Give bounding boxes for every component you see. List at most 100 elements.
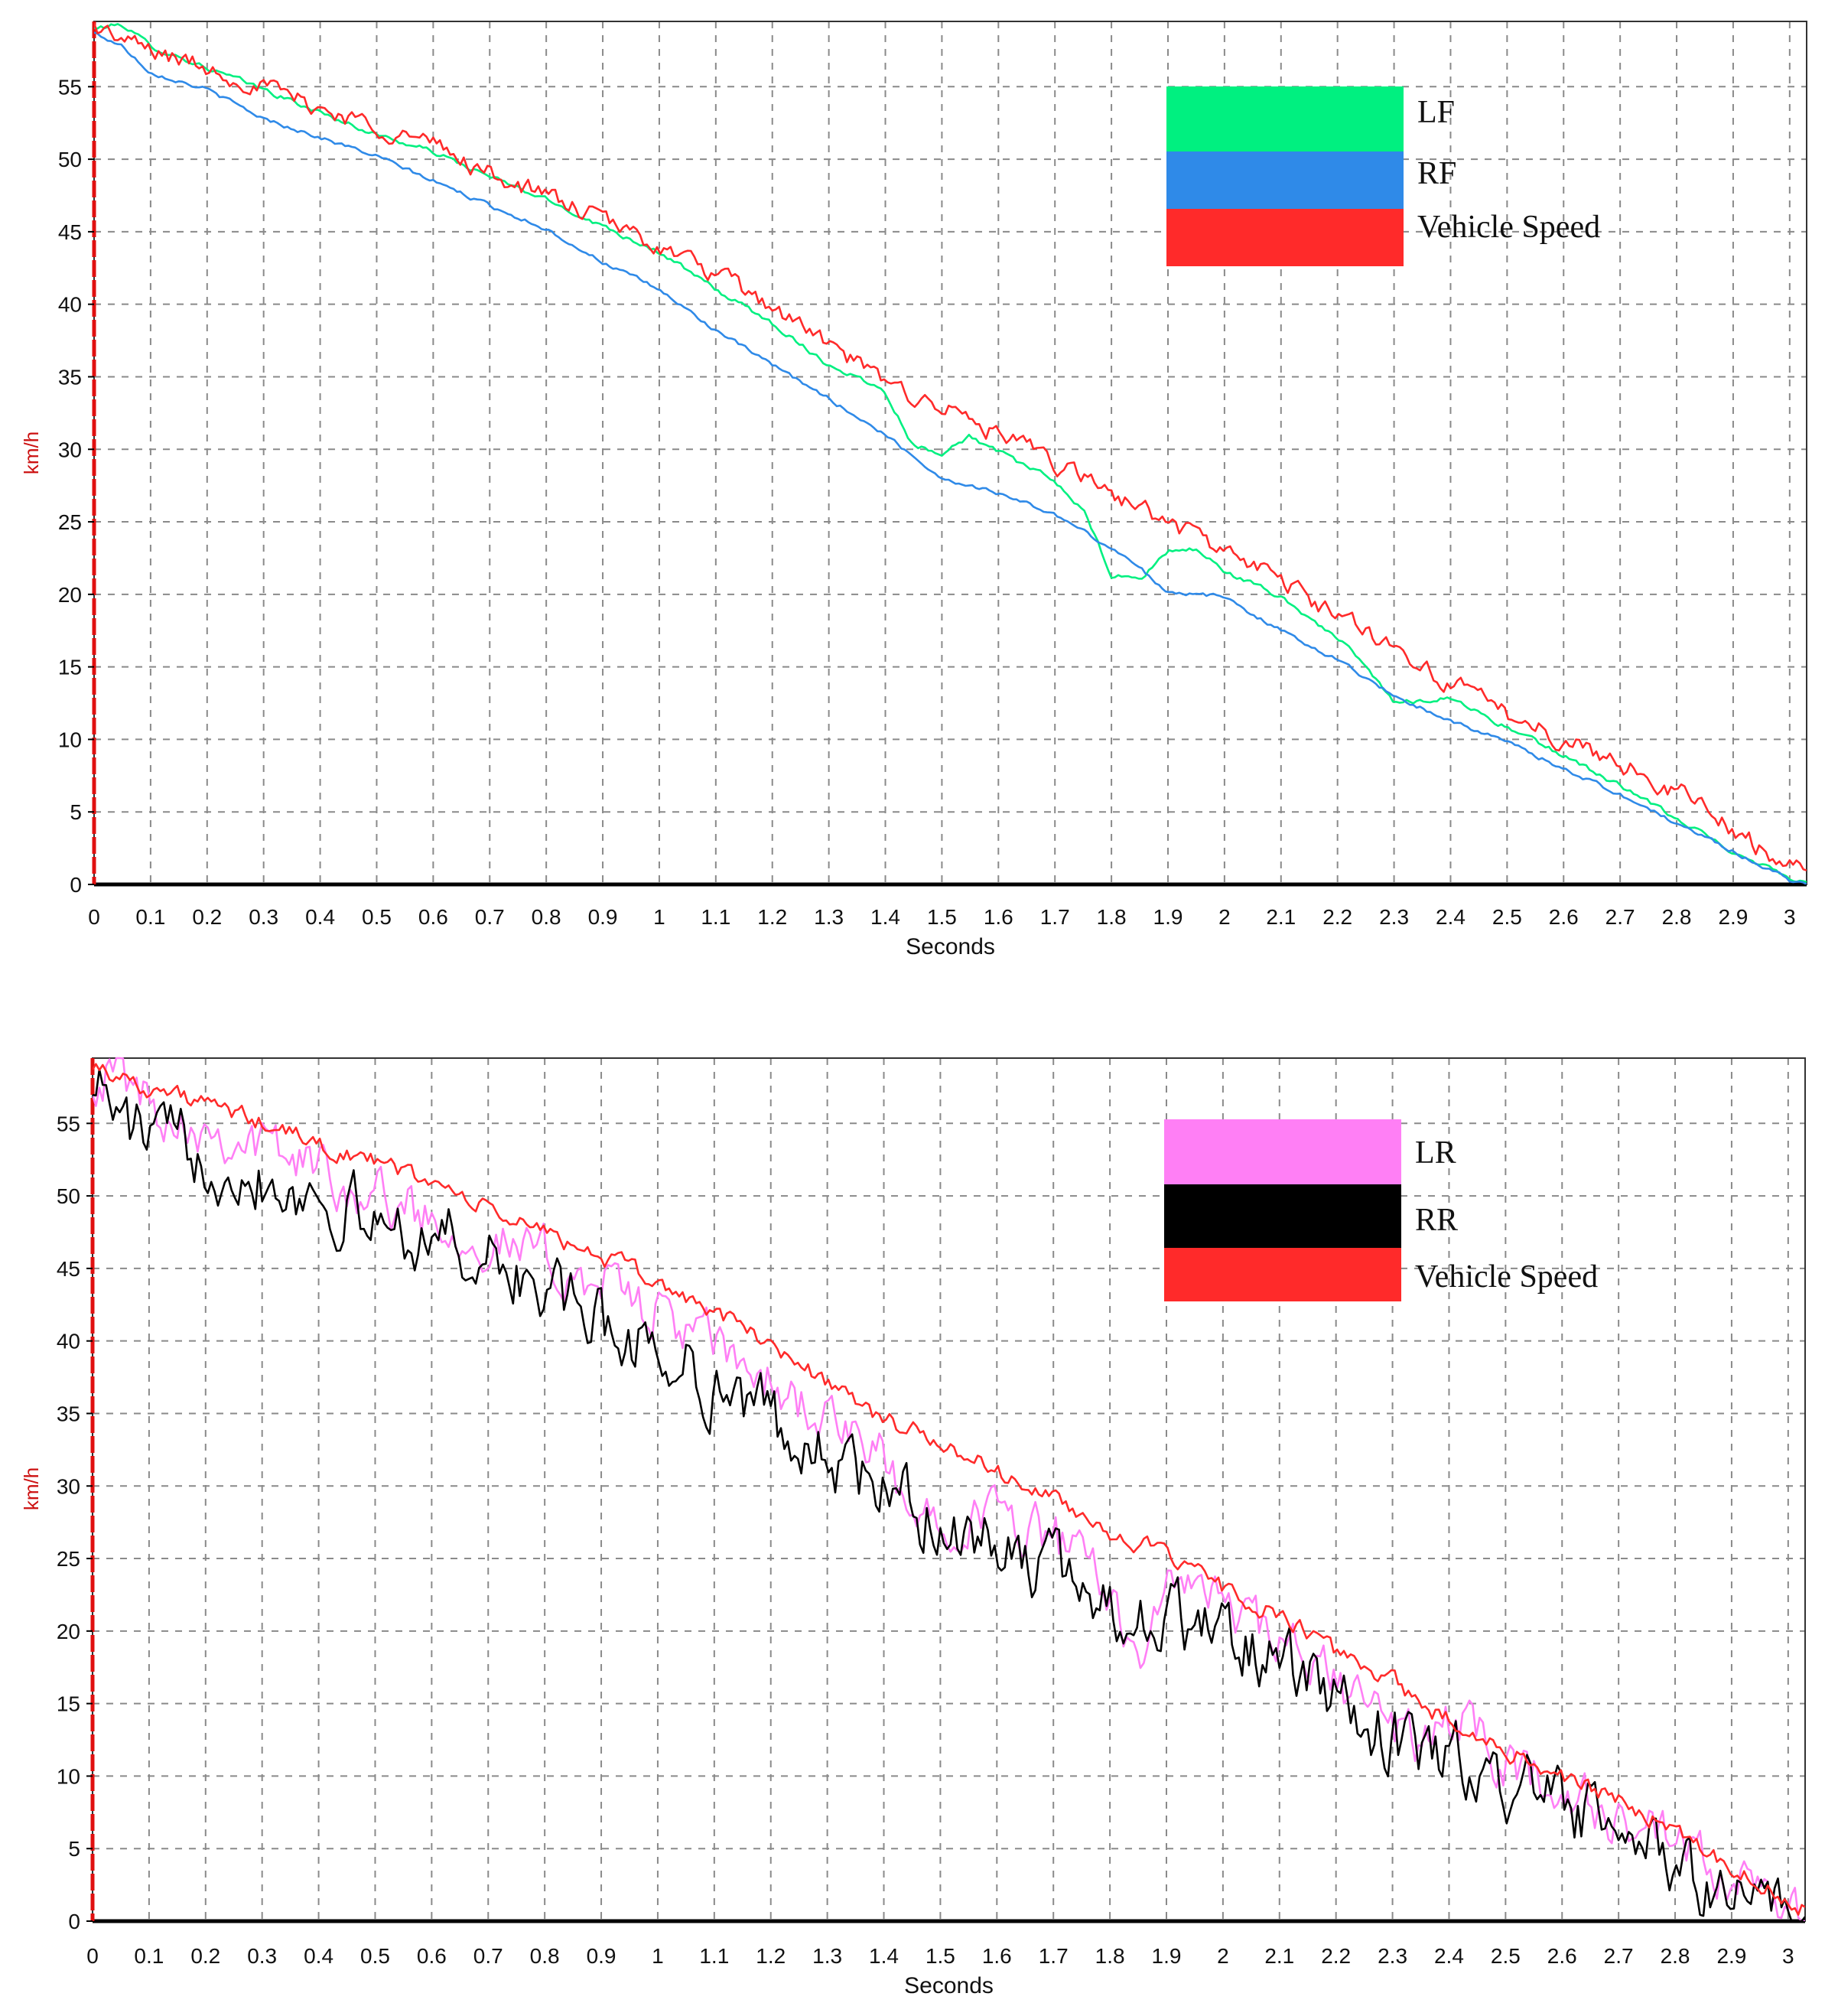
x-tick-label: 1: [652, 1944, 664, 1968]
y-tick-label: 10: [58, 728, 82, 751]
y-tick-label: 40: [58, 293, 82, 317]
x-tick-label: 2: [1217, 1944, 1229, 1968]
x-tick-label: 2.7: [1604, 1944, 1634, 1968]
x-tick-label: 1.5: [926, 1944, 955, 1968]
y-tick-label: 40: [57, 1330, 80, 1353]
x-axis-label: Seconds: [906, 934, 995, 959]
x-tick-label: 3: [1784, 905, 1796, 929]
x-tick-label: 0.1: [135, 905, 165, 929]
series-line-vehicle-speed: [93, 1063, 1805, 1916]
x-tick-label: 1.7: [1039, 1944, 1069, 1968]
legend-label: RF: [1417, 156, 1456, 191]
legend-swatch-rr: [1164, 1184, 1401, 1248]
plot-area: [93, 1058, 1805, 1921]
x-tick-label: 1.7: [1040, 905, 1070, 929]
x-tick-label: 1.3: [812, 1944, 842, 1968]
x-axis-label: Seconds: [904, 1973, 994, 1998]
legend-label: Vehicle Speed: [1415, 1259, 1598, 1295]
x-tick-label: 2.7: [1605, 905, 1635, 929]
x-tick-label: 2.9: [1716, 1944, 1746, 1968]
series-line-rf: [94, 31, 1807, 884]
x-tick-label: 0.3: [247, 1944, 277, 1968]
x-tick-label: 1.1: [699, 1944, 729, 1968]
series-line-lf: [94, 23, 1807, 884]
x-tick-label: 2.8: [1661, 1944, 1690, 1968]
y-tick-label: 25: [57, 1547, 80, 1571]
x-tick-label: 1.9: [1153, 905, 1183, 929]
series-line-vehicle-speed: [94, 22, 1807, 871]
legend-swatch-rf: [1166, 151, 1404, 209]
legend-swatch-vehicle-speed: [1166, 209, 1404, 266]
y-axis-label: km/h: [20, 432, 43, 474]
y-tick-label: 20: [58, 583, 82, 607]
x-tick-label: 0.5: [360, 1944, 390, 1968]
y-tick-label: 5: [70, 800, 82, 824]
x-tick-label: 0.1: [134, 1944, 164, 1968]
x-tick-label: 0.9: [588, 905, 618, 929]
y-tick-label: 45: [57, 1257, 80, 1281]
chart-top-svg: 0 5 10 15 20 25 30 35 40 45 50 55 0 0.1 0.2 0.3 0.4 0.5 0.…: [20, 21, 1807, 959]
x-tick-label: 2.2: [1322, 905, 1352, 929]
y-axis-label: km/h: [20, 1467, 43, 1510]
x-tick-label: 0.6: [418, 905, 448, 929]
x-tick-label: 0.4: [305, 905, 335, 929]
x-tick-label: 0.7: [475, 905, 505, 929]
x-tick-label: 0.8: [530, 1944, 560, 1968]
y-tick-label: 5: [68, 1837, 80, 1861]
chart-top: 0 5 10 15 20 25 30 35 40 45 50 55 0 0.1 0.2 0.3 0.4 0.5 0.…: [0, 0, 1825, 987]
chart-bottom: 0 5 10 15 20 25 30 35 40 45 50 55 0 0.1 0.2 0.3 0.4 0.5 0.…: [0, 1025, 1825, 2016]
chart-bottom-svg: 0 5 10 15 20 25 30 35 40 45 50 55 0 0.1 0.2 0.3 0.4 0.5 0.…: [20, 1057, 1806, 1998]
y-tick-label: 35: [57, 1402, 80, 1425]
y-tick-label: 15: [57, 1692, 80, 1716]
x-tick-label: 1.8: [1095, 1944, 1125, 1968]
grid: [93, 21, 1807, 884]
y-tick-label: 15: [58, 656, 82, 679]
legend-swatch-lf: [1166, 86, 1404, 151]
x-tick-label: 2.9: [1718, 905, 1748, 929]
x-tick-label: 0.9: [587, 1944, 616, 1968]
x-tick-label: 0.5: [362, 905, 392, 929]
x-tick-label: 2.6: [1547, 1944, 1577, 1968]
y-tick-label: 35: [58, 365, 82, 389]
y-tick-label: 45: [58, 220, 82, 244]
y-tick-label: 0: [70, 873, 82, 897]
x-tick-label: 1.6: [984, 905, 1013, 929]
x-tick-label: 0.3: [249, 905, 278, 929]
x-tick-label: 2.1: [1266, 905, 1296, 929]
x-tick-label: 2.3: [1378, 1944, 1407, 1968]
x-tick-label: 0: [86, 1944, 99, 1968]
legend-label: LR: [1415, 1135, 1456, 1171]
x-tick-label: 1.4: [870, 905, 900, 929]
x-tick-label: 0.6: [417, 1944, 447, 1968]
series-line-rr: [93, 1068, 1805, 1921]
plot-area: [94, 21, 1807, 884]
x-tick-label: 1.3: [814, 905, 844, 929]
x-tick-label: 2.5: [1491, 1944, 1521, 1968]
x-tick-label: 1.5: [927, 905, 957, 929]
y-tick-label: 20: [57, 1620, 80, 1643]
y-tick-label: 55: [58, 75, 82, 99]
legend: LF RF Vehicle Speed: [1166, 86, 1600, 266]
x-tick-label: 1.9: [1152, 1944, 1182, 1968]
y-tick-label: 55: [57, 1112, 80, 1135]
x-tick-label: 0: [88, 905, 100, 929]
x-tick-label: 0.7: [473, 1944, 503, 1968]
x-tick-label: 1.6: [982, 1944, 1012, 1968]
y-tick-label: 30: [58, 438, 82, 461]
x-tick-label: 2.5: [1492, 905, 1522, 929]
legend-swatch-vehicle-speed: [1164, 1248, 1401, 1301]
x-tick-label: 2.2: [1321, 1944, 1351, 1968]
x-tick-label: 2.8: [1662, 905, 1692, 929]
x-tick-label: 1.1: [701, 905, 730, 929]
x-tick-label: 0.2: [192, 905, 222, 929]
x-tick-label: 2.4: [1436, 905, 1466, 929]
x-tick-label: 2.4: [1434, 1944, 1464, 1968]
x-tick-label: 0.4: [304, 1944, 333, 1968]
legend-label: Vehicle Speed: [1417, 210, 1600, 245]
y-tick-label: 50: [57, 1184, 80, 1208]
legend-label: LF: [1417, 95, 1455, 130]
x-tick-label: 1.2: [757, 905, 787, 929]
legend-swatch-lr: [1164, 1119, 1401, 1184]
x-tick-label: 1: [653, 905, 665, 929]
y-tick-label: 50: [58, 148, 82, 171]
